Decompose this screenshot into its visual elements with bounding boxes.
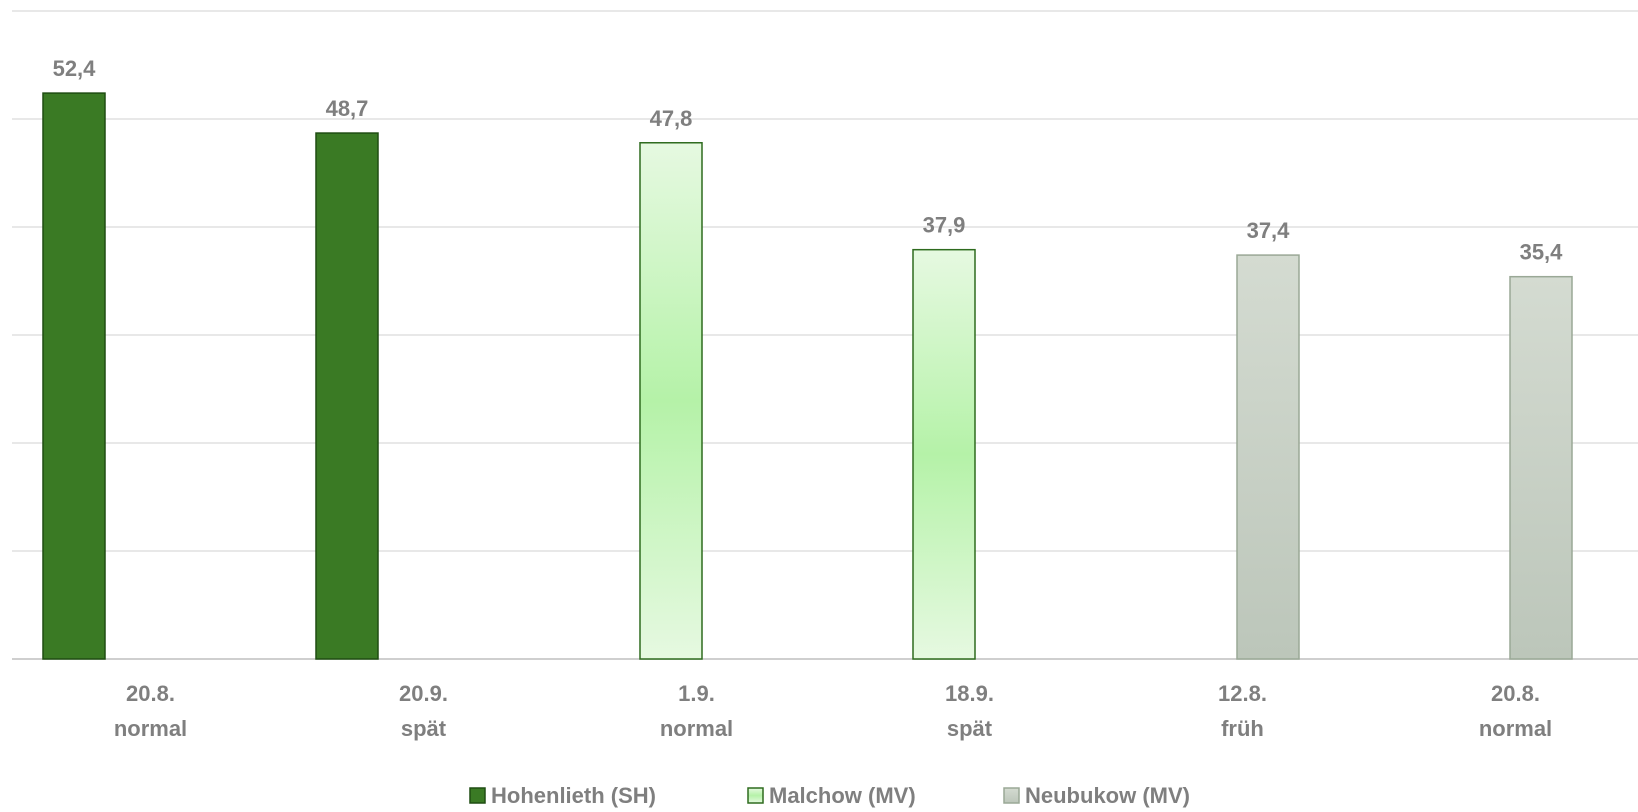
gridlines bbox=[12, 11, 1638, 659]
category-label-date: 20.9. bbox=[399, 681, 448, 706]
category-label-date: 1.9. bbox=[678, 681, 715, 706]
data-labels: 52,4 48,7 47,8 37,9 37,4 35,4 bbox=[53, 56, 1564, 265]
category-label-date: 20.8. bbox=[126, 681, 175, 706]
category-label-timing: spät bbox=[947, 716, 993, 741]
legend-swatch bbox=[748, 788, 763, 803]
legend-swatch bbox=[470, 788, 485, 803]
legend-label: Hohenlieth (SH) bbox=[491, 783, 656, 808]
category-labels: 20.8. normal 20.9. spät 1.9. normal 18.9. spät 1… bbox=[114, 681, 1552, 741]
data-label: 48,7 bbox=[326, 96, 369, 121]
bar bbox=[640, 143, 702, 659]
bar bbox=[1510, 277, 1572, 659]
category-label-date: 12.8. bbox=[1218, 681, 1267, 706]
category-label-timing: normal bbox=[660, 716, 733, 741]
data-label: 52,4 bbox=[53, 56, 97, 81]
data-label: 35,4 bbox=[1520, 240, 1564, 265]
category-label-timing: spät bbox=[401, 716, 447, 741]
bars bbox=[43, 93, 1572, 659]
legend-label: Malchow (MV) bbox=[769, 783, 916, 808]
category-label-timing: normal bbox=[114, 716, 187, 741]
bar bbox=[316, 133, 378, 659]
bar bbox=[1237, 255, 1299, 659]
category-label-date: 20.8. bbox=[1491, 681, 1540, 706]
category-label-date: 18.9. bbox=[945, 681, 994, 706]
legend-swatch bbox=[1004, 788, 1019, 803]
category-label-timing: früh bbox=[1221, 716, 1264, 741]
bar bbox=[43, 93, 105, 659]
legend: Hohenlieth (SH) Malchow (MV) Neubukow (MV) bbox=[470, 783, 1190, 808]
bar bbox=[913, 250, 975, 659]
category-label-timing: normal bbox=[1479, 716, 1552, 741]
data-label: 37,4 bbox=[1247, 218, 1291, 243]
data-label: 47,8 bbox=[650, 106, 693, 131]
data-label: 37,9 bbox=[923, 213, 966, 238]
legend-label: Neubukow (MV) bbox=[1025, 783, 1190, 808]
